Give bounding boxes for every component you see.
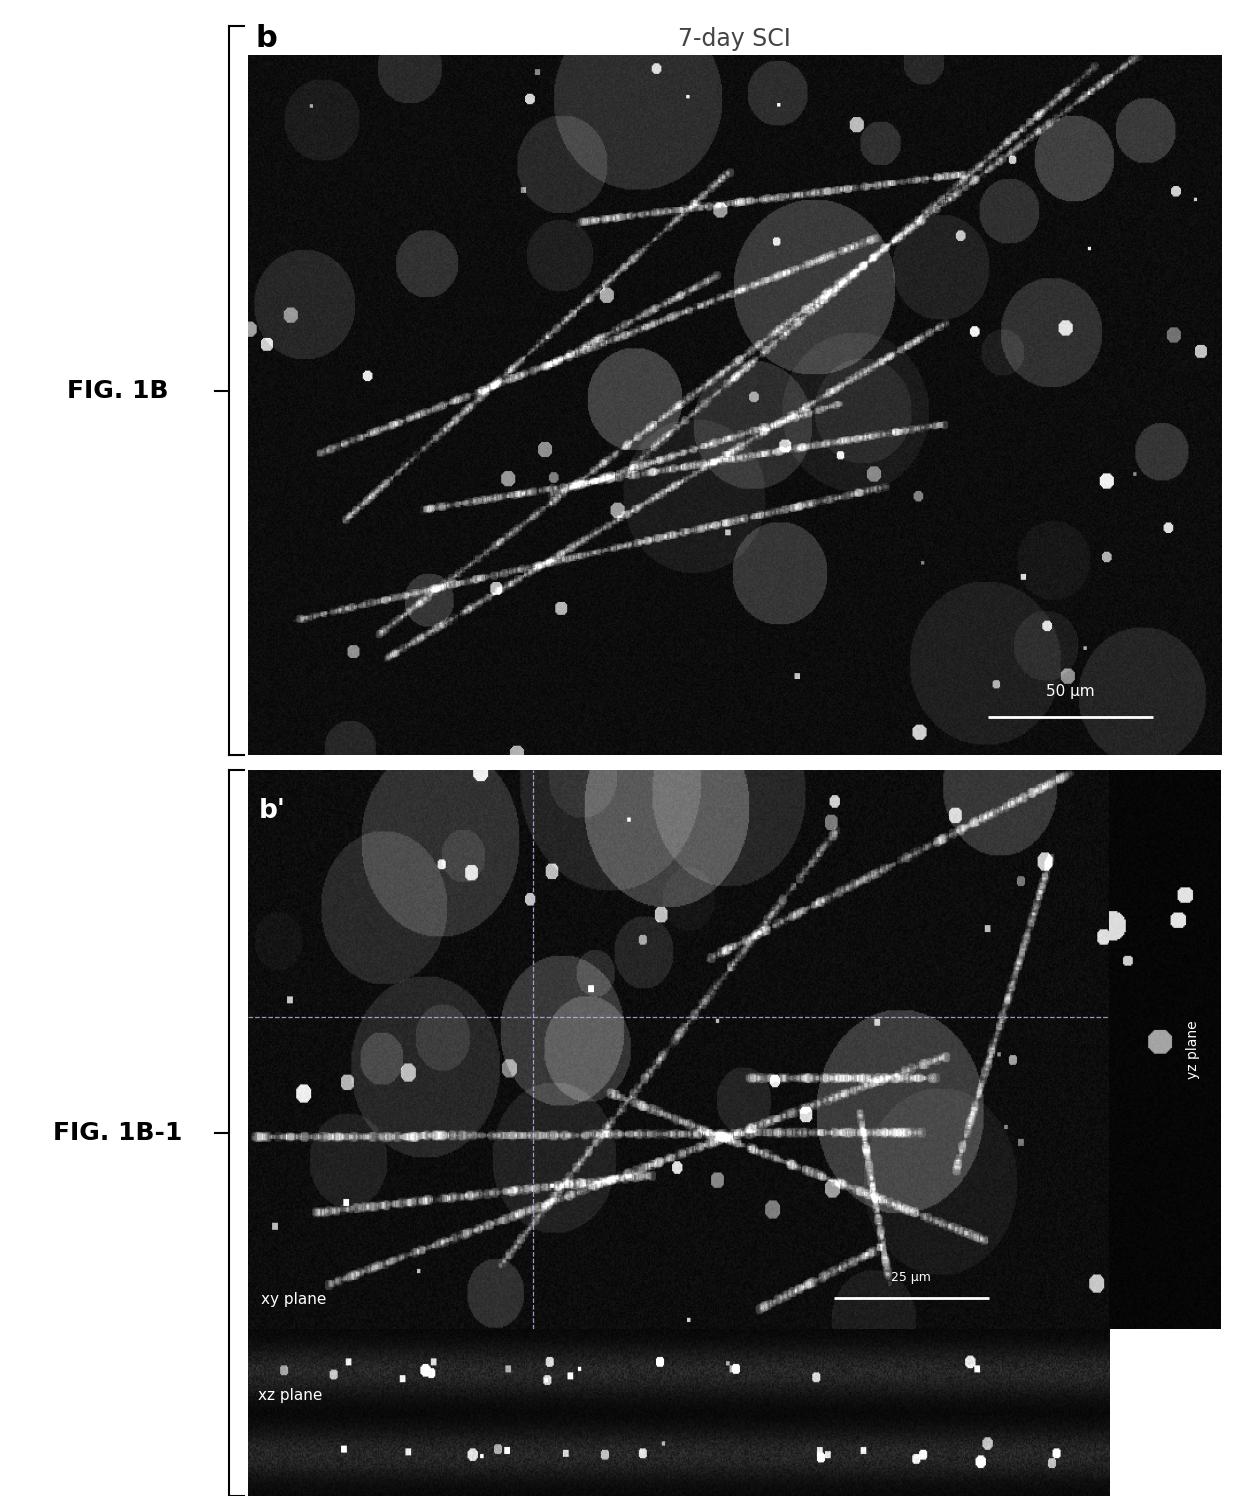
Text: b': b': [258, 799, 285, 824]
Text: b: b: [255, 24, 278, 54]
Text: FIG. 1B-1: FIG. 1B-1: [53, 1121, 182, 1146]
Text: 50 μm: 50 μm: [1047, 685, 1095, 700]
Text: xy plane: xy plane: [260, 1291, 326, 1308]
Text: FIG. 1B: FIG. 1B: [67, 378, 169, 402]
Text: xz plane: xz plane: [258, 1388, 322, 1403]
Text: 7-day SCI: 7-day SCI: [678, 27, 791, 51]
Text: yz plane: yz plane: [1187, 1020, 1200, 1079]
Text: 25 μm: 25 μm: [892, 1272, 931, 1285]
